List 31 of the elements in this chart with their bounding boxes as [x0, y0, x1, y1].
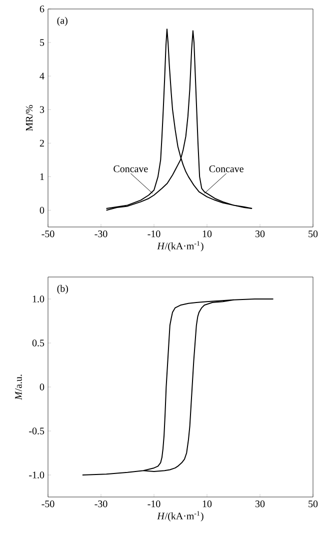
y-tick-label: 0	[40, 384, 44, 390]
y-tick-label: 6	[40, 6, 44, 12]
x-tick-label: -30	[94, 230, 108, 238]
annotation: Concave	[209, 166, 244, 172]
y-tick-label: 1.0	[32, 296, 44, 302]
y-tick-label: 5	[40, 39, 44, 46]
y-tick-label: -0.5	[29, 428, 44, 434]
y-tick-label: 0	[40, 206, 44, 214]
y-tick-label: -1.0	[29, 472, 44, 478]
x-tick-label: -10	[148, 500, 160, 508]
x-tick-label: 50	[308, 500, 318, 508]
x-tick-label: 30	[256, 500, 265, 508]
x-tick-label: 10	[202, 230, 212, 238]
y-tick-label: 1	[40, 173, 44, 180]
x-tick-label: -30	[94, 500, 108, 508]
annotation: (a)	[57, 16, 68, 26]
y-axis-title: MR/%	[26, 105, 33, 131]
x-axis-title: H/(kA·m$^{-1}$)	[157, 241, 204, 252]
y-tick-label: 0.5	[32, 340, 44, 346]
y-tick-label: 3	[40, 106, 44, 113]
x-tick-label: 10	[202, 500, 212, 508]
annotation: Concave	[114, 166, 148, 172]
x-tick-label: -50	[42, 230, 54, 238]
x-tick-label: -50	[42, 500, 54, 508]
y-tick-label: 2	[40, 140, 44, 146]
x-tick-label: 30	[256, 230, 265, 238]
x-axis-title: H/(kA·m$^{-1}$)	[157, 511, 204, 522]
annotation: (b)	[57, 284, 68, 294]
x-tick-label: -10	[148, 230, 160, 238]
y-tick-label: 4	[40, 72, 44, 80]
x-tick-label: 50	[308, 230, 318, 238]
